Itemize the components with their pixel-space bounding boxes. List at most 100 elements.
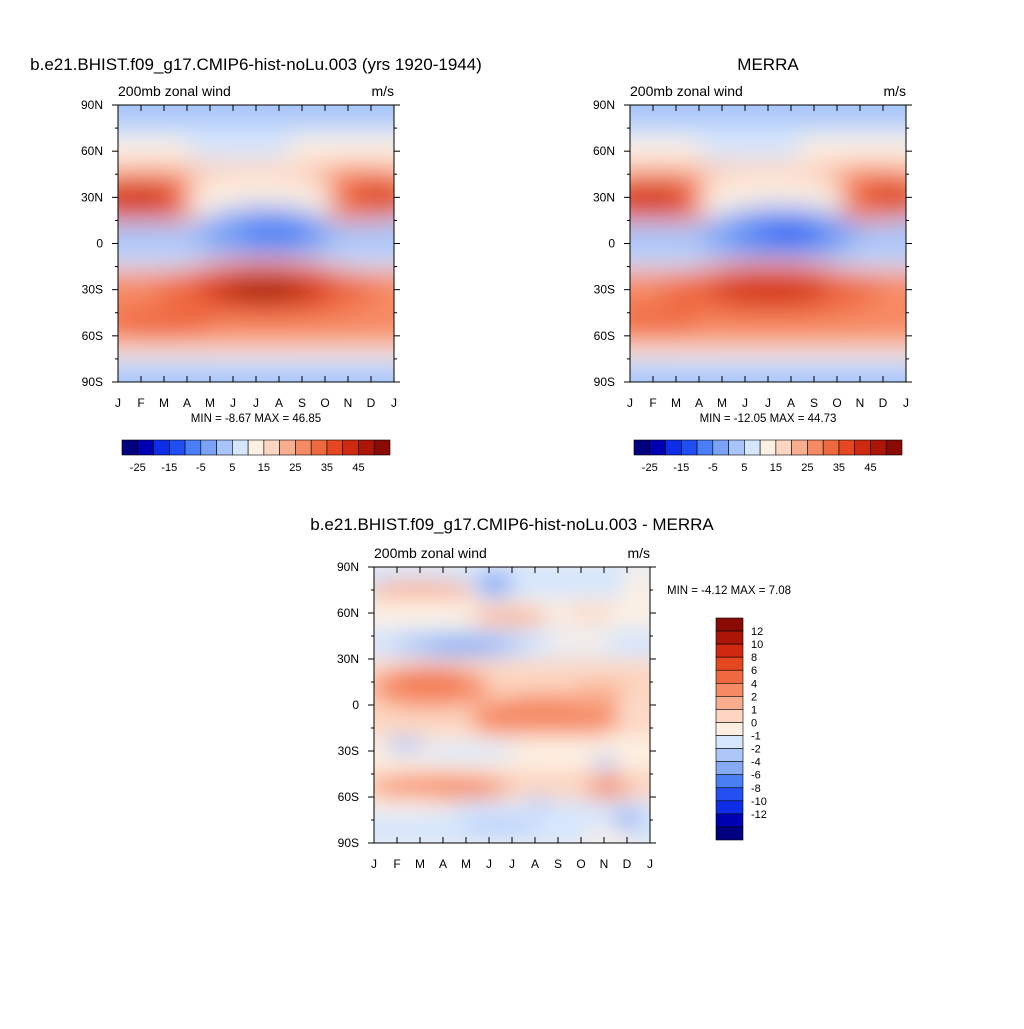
x-tick-label: D [623, 857, 632, 871]
colorbar-swatch [715, 774, 744, 789]
panel-title: b.e21.BHIST.f09_g17.CMIP6-hist-noLu.003 … [310, 515, 714, 534]
colorbar-swatch [137, 439, 154, 456]
colorbar-swatch [715, 630, 744, 645]
x-tick-label: F [137, 396, 144, 410]
x-tick-label: M [159, 396, 169, 410]
colorbar-swatch [358, 439, 375, 456]
colorbar-swatch [715, 787, 744, 802]
y-tick-label: 0 [96, 237, 103, 251]
colorbar-swatch [247, 439, 265, 456]
colorbar-swatch [326, 439, 344, 456]
x-tick-label: S [554, 857, 562, 871]
x-tick-label: A [695, 396, 703, 410]
panel-units: m/s [627, 545, 650, 561]
colorbar-swatch [807, 439, 824, 456]
colorbar-label: 2 [751, 691, 757, 703]
colorbar-swatch [153, 439, 170, 456]
x-tick-label: J [486, 857, 492, 871]
colorbar-label: 1 [751, 704, 757, 716]
colorbar-swatch [168, 439, 186, 456]
colorbar-swatch [263, 439, 280, 456]
colorbar: -25 -15 -5 5 15 25 35 45 [121, 439, 391, 474]
colorbar-swatch [310, 439, 328, 456]
x-tick-label: F [649, 396, 656, 410]
panel-merra: MERRA 200mb zonal wind m/s [593, 55, 912, 474]
x-tick-label: D [879, 396, 888, 410]
colorbar-label: 5 [229, 462, 235, 474]
colorbar-swatch [715, 696, 744, 710]
x-tick-label: J [371, 857, 377, 871]
y-tick-label: 0 [608, 237, 615, 251]
colorbar-label: -1 [751, 731, 761, 743]
y-tick-label: 90N [81, 98, 103, 112]
y-tick-label: 30N [81, 190, 103, 204]
x-tick-label: M [671, 396, 681, 410]
x-tick-label: J [509, 857, 515, 871]
y-tick-label: 90S [594, 375, 615, 389]
colorbar-swatch [342, 439, 359, 456]
colorbar-label: -5 [708, 462, 718, 474]
colorbar-label: 25 [801, 462, 813, 474]
colorbar-swatch [715, 643, 744, 658]
panel-subtitle-left: 200mb zonal wind [374, 545, 487, 561]
colorbar-swatch [715, 813, 744, 828]
colorbar-swatch [715, 617, 744, 632]
x-tick-label: A [787, 396, 795, 410]
contour-field [374, 567, 650, 843]
x-tick-label: O [320, 396, 329, 410]
colorbar-swatch [712, 439, 729, 456]
y-tick-label: 60N [593, 144, 615, 158]
colorbar-swatch [775, 439, 792, 456]
y-tick-label: 60S [82, 329, 103, 343]
y-tick-label: 60N [337, 606, 359, 620]
panel-subtitle-left: 200mb zonal wind [118, 83, 231, 99]
x-tick-label: M [205, 396, 215, 410]
colorbar-swatch [744, 439, 761, 456]
x-tick-label: A [183, 396, 191, 410]
colorbar-label: -25 [130, 462, 146, 474]
colorbar-label: -2 [751, 744, 761, 756]
colorbar-label: 45 [864, 462, 876, 474]
colorbar-swatch [854, 439, 871, 456]
colorbar-label: 4 [751, 678, 757, 690]
colorbar-swatch [728, 439, 745, 456]
x-tick-label: J [391, 396, 397, 410]
x-tick-label: M [717, 396, 727, 410]
x-tick-label: J [903, 396, 909, 410]
colorbar-swatch [295, 439, 312, 456]
x-tick-label: J [253, 396, 259, 410]
x-tick-label: O [832, 396, 841, 410]
colorbar-label: 35 [321, 462, 333, 474]
colorbar-label: 15 [770, 462, 782, 474]
colorbar-swatch [715, 722, 744, 736]
colorbar-label: -15 [161, 462, 177, 474]
colorbar-label: 8 [751, 652, 757, 664]
colorbar-swatch [216, 439, 233, 456]
x-tick-label: F [393, 857, 400, 871]
colorbar-label: -25 [642, 462, 658, 474]
colorbar-swatch [715, 748, 744, 762]
contour-field [630, 105, 906, 382]
colorbar-swatch [373, 439, 391, 456]
x-tick-label: A [439, 857, 447, 871]
panel-title: b.e21.BHIST.f09_g17.CMIP6-hist-noLu.003 … [30, 55, 482, 74]
y-tick-label: 30N [337, 652, 359, 666]
colorbar-swatch [184, 439, 202, 456]
colorbar-label: -6 [751, 770, 761, 782]
x-tick-label: N [344, 396, 353, 410]
colorbar-label: 12 [751, 626, 763, 638]
colorbar-swatch [715, 735, 744, 749]
colorbar-swatch [680, 439, 698, 456]
y-tick-label: 30N [593, 190, 615, 204]
colorbar-swatch [885, 439, 903, 456]
x-tick-label: M [415, 857, 425, 871]
panel-units: m/s [371, 83, 394, 99]
colorbar-label: -8 [751, 783, 761, 795]
contour-field [118, 105, 394, 382]
colorbar-swatch [715, 826, 744, 841]
x-tick-label: J [627, 396, 633, 410]
x-tick-label: S [298, 396, 306, 410]
colorbar-label: 45 [352, 462, 364, 474]
